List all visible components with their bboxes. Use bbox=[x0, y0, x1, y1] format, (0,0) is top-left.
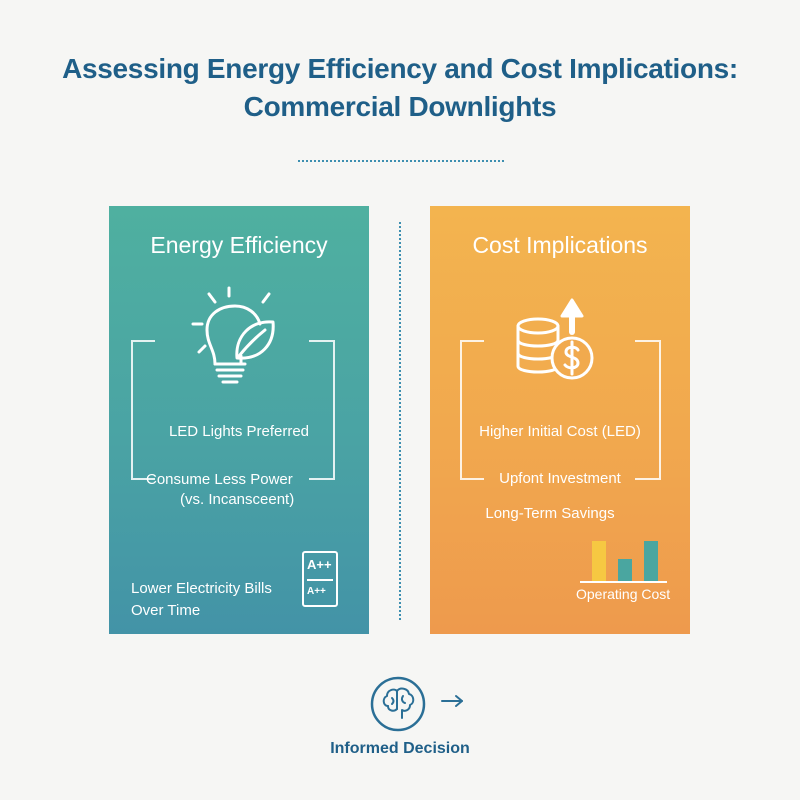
bar-1 bbox=[592, 541, 606, 581]
informed-decision-label: Informed Decision bbox=[330, 740, 470, 757]
cost-implications-panel: Cost Implications Higher Initial Cost (L… bbox=[430, 206, 690, 634]
cost-bracket-right bbox=[635, 340, 661, 480]
title-line-2: Commercial Downlights bbox=[243, 91, 557, 122]
led-preferred-text: LED Lights Preferred bbox=[168, 423, 310, 440]
arrow-right-icon bbox=[441, 695, 463, 707]
energy-rating-label-icon: A++ A++ bbox=[302, 551, 338, 607]
vs-incandescent-text: (vs. Incansceent) bbox=[180, 491, 295, 508]
energy-panel-heading: Energy Efficiency bbox=[150, 232, 328, 258]
panel-dotted-divider bbox=[399, 222, 401, 620]
consume-less-power-text: Consume Less Power bbox=[146, 471, 293, 488]
coins-dollar-arrow-icon bbox=[516, 298, 594, 380]
upfront-investment-text: Upfont Investment bbox=[499, 470, 621, 487]
energy-efficiency-panel: Energy Efficiency LED Lights Preferred C… bbox=[109, 206, 369, 634]
lightbulb-leaf-icon bbox=[191, 286, 275, 384]
brain-icon bbox=[370, 676, 426, 732]
energy-bracket-left bbox=[131, 340, 155, 480]
operating-cost-bar-icon bbox=[580, 541, 667, 583]
lower-bills-text: Lower Electricity Bills bbox=[131, 580, 272, 597]
cost-bracket-left bbox=[460, 340, 484, 480]
title-line-1: Assessing Energy Efficiency and Cost Imp… bbox=[62, 53, 738, 84]
energy-bracket-right bbox=[309, 340, 335, 480]
long-term-savings-text: Long-Term Savings bbox=[485, 505, 615, 522]
cost-panel-heading: Cost Implications bbox=[472, 232, 648, 258]
title-dotted-divider bbox=[298, 160, 504, 162]
higher-initial-cost-text: Higher Initial Cost (LED) bbox=[479, 423, 641, 440]
operating-cost-label: Operating Cost bbox=[576, 586, 671, 602]
over-time-text: Over Time bbox=[131, 602, 201, 619]
page-title: Assessing Energy Efficiency and Cost Imp… bbox=[0, 50, 800, 126]
rating-bottom-text: A++ bbox=[307, 586, 326, 597]
rating-top-text: A++ bbox=[307, 557, 332, 572]
bar-2 bbox=[618, 559, 632, 581]
bar-3 bbox=[644, 541, 658, 581]
